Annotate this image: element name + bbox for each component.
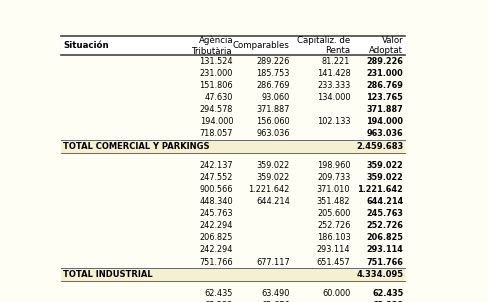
Text: 751.766: 751.766 — [200, 258, 233, 267]
Text: 1.221.642: 1.221.642 — [358, 185, 403, 194]
Text: 294.578: 294.578 — [200, 105, 233, 114]
Text: 245.763: 245.763 — [200, 209, 233, 218]
Text: 206.825: 206.825 — [366, 233, 403, 242]
Bar — [61, 244, 405, 256]
Text: 677.117: 677.117 — [256, 258, 290, 267]
Bar — [61, 92, 405, 104]
Bar — [61, 256, 405, 268]
Text: 245.763: 245.763 — [366, 209, 403, 218]
Text: 62.435: 62.435 — [372, 289, 403, 298]
Bar — [61, 159, 405, 171]
Text: 4.334.095: 4.334.095 — [356, 270, 403, 279]
Text: 289.226: 289.226 — [256, 57, 290, 66]
Text: 644.214: 644.214 — [366, 197, 403, 206]
Text: 209.733: 209.733 — [317, 173, 350, 182]
Text: 286.769: 286.769 — [366, 81, 403, 90]
Text: 102.133: 102.133 — [317, 117, 350, 126]
Text: 252.726: 252.726 — [317, 221, 350, 230]
Text: 242.294: 242.294 — [200, 221, 233, 230]
Bar — [61, 183, 405, 195]
Bar — [61, 268, 405, 281]
Text: 293.114: 293.114 — [317, 246, 350, 255]
Text: 231.000: 231.000 — [366, 69, 403, 78]
Text: Agència
Tributària: Agència Tributària — [192, 36, 233, 56]
Text: 371.887: 371.887 — [256, 105, 290, 114]
Text: 242.294: 242.294 — [200, 246, 233, 255]
Text: 63.238: 63.238 — [205, 301, 233, 302]
Text: Valor
Adoptat: Valor Adoptat — [369, 36, 403, 56]
Text: 448.340: 448.340 — [200, 197, 233, 206]
Text: 247.552: 247.552 — [200, 173, 233, 182]
Text: 186.103: 186.103 — [317, 233, 350, 242]
Bar — [61, 288, 405, 300]
Text: 289.226: 289.226 — [366, 57, 403, 66]
Text: 206.825: 206.825 — [200, 233, 233, 242]
Bar — [61, 128, 405, 140]
Text: 134.000: 134.000 — [317, 93, 350, 102]
Text: Capitaliz. de
Renta: Capitaliz. de Renta — [297, 36, 350, 56]
Text: 81.221: 81.221 — [322, 57, 350, 66]
Text: 205.600: 205.600 — [317, 209, 350, 218]
Text: 252.726: 252.726 — [366, 221, 403, 230]
Text: 93.060: 93.060 — [262, 93, 290, 102]
Bar — [61, 36, 405, 55]
Text: 751.766: 751.766 — [366, 258, 403, 267]
Bar — [61, 300, 405, 302]
Text: TOTAL COMERCIAL Y PARKINGS: TOTAL COMERCIAL Y PARKINGS — [63, 142, 209, 151]
Text: 141.428: 141.428 — [317, 69, 350, 78]
Text: 198.960: 198.960 — [317, 161, 350, 170]
Text: 359.022: 359.022 — [366, 173, 403, 182]
Text: 963.036: 963.036 — [256, 129, 290, 138]
Text: 194.000: 194.000 — [200, 117, 233, 126]
Text: 131.524: 131.524 — [200, 57, 233, 66]
Text: 60.000: 60.000 — [322, 289, 350, 298]
Text: 963.036: 963.036 — [366, 129, 403, 138]
Bar — [61, 104, 405, 116]
Bar — [61, 207, 405, 220]
Bar — [61, 140, 405, 153]
Text: 233.333: 233.333 — [317, 81, 350, 90]
Text: 242.137: 242.137 — [200, 161, 233, 170]
Text: TOTAL INDUSTRIAL: TOTAL INDUSTRIAL — [63, 270, 153, 279]
Text: 231.000: 231.000 — [200, 69, 233, 78]
Text: 156.060: 156.060 — [256, 117, 290, 126]
Text: 359.022: 359.022 — [366, 161, 403, 170]
Bar — [61, 116, 405, 128]
Text: 2.459.683: 2.459.683 — [356, 142, 403, 151]
Text: 63.238: 63.238 — [372, 301, 403, 302]
Text: 371.010: 371.010 — [317, 185, 350, 194]
Text: 1.221.642: 1.221.642 — [248, 185, 290, 194]
Text: 63.490: 63.490 — [262, 289, 290, 298]
Text: 123.765: 123.765 — [366, 93, 403, 102]
Text: 151.806: 151.806 — [200, 81, 233, 90]
Bar — [61, 55, 405, 67]
Text: 47.630: 47.630 — [204, 93, 233, 102]
Text: 900.566: 900.566 — [200, 185, 233, 194]
Text: 194.000: 194.000 — [366, 117, 403, 126]
Bar — [61, 153, 405, 159]
Bar — [61, 232, 405, 244]
Text: 651.457: 651.457 — [317, 258, 350, 267]
Bar — [61, 220, 405, 232]
Text: 286.769: 286.769 — [256, 81, 290, 90]
Bar — [61, 195, 405, 207]
Bar — [61, 67, 405, 79]
Text: 644.214: 644.214 — [256, 197, 290, 206]
Text: 62.676: 62.676 — [261, 301, 290, 302]
Bar — [61, 79, 405, 92]
Bar — [61, 171, 405, 183]
Text: Comparables: Comparables — [233, 41, 290, 50]
Text: 62.435: 62.435 — [204, 289, 233, 298]
Text: 351.482: 351.482 — [317, 197, 350, 206]
Text: 718.057: 718.057 — [200, 129, 233, 138]
Text: Situación: Situación — [63, 41, 108, 50]
Text: 359.022: 359.022 — [257, 173, 290, 182]
Text: 293.114: 293.114 — [366, 246, 403, 255]
Text: 185.753: 185.753 — [256, 69, 290, 78]
Text: 359.022: 359.022 — [257, 161, 290, 170]
Bar — [61, 281, 405, 288]
Text: 371.887: 371.887 — [366, 105, 403, 114]
